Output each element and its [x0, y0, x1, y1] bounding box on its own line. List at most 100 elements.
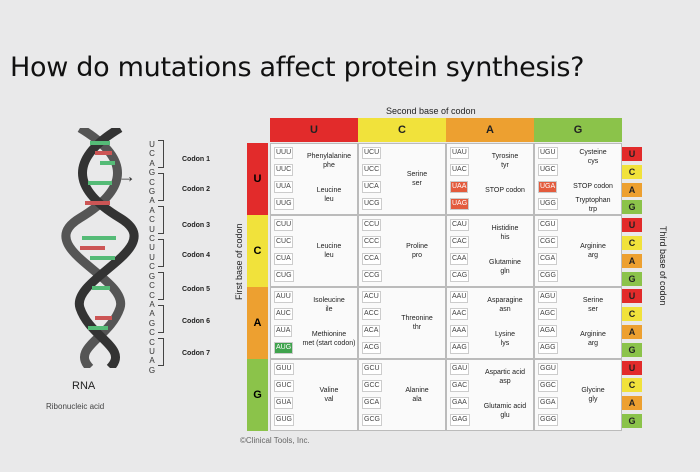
amino-acid-label: Proline pro [389, 242, 445, 260]
rna-base: C [149, 234, 155, 244]
codon-cell: AUU AUC AUA AUG Isoleucine ile Methionine met (… [270, 287, 358, 359]
codon-cell: UAU UAC UAA UAG Tyrosine tyr STOP codon [446, 143, 534, 215]
rna-base: C [149, 149, 155, 159]
codon-triplet: GUA [274, 397, 294, 409]
rna-base: U [149, 252, 155, 262]
amino-acid-abbr: his [500, 234, 510, 241]
codon-triplet: UAU [450, 147, 469, 159]
codon-triplet: GAC [450, 380, 470, 392]
amino-acid-abbr: glu [500, 412, 510, 419]
codon-triplet: UUC [274, 164, 294, 176]
amino-acid-name: STOP codon [573, 183, 613, 190]
codon-label: Codon 5 [182, 286, 210, 293]
codon-triplet: CGC [538, 236, 558, 248]
codon-triplet: GAA [450, 397, 469, 409]
codon-triplet: AUC [274, 308, 293, 320]
codon-cell: CGU CGC CGA CGG Arginine arg [534, 215, 622, 287]
third-base-cell: U [622, 360, 642, 375]
third-base-cell: G [622, 414, 642, 428]
codon-triplet: UUA [274, 181, 293, 193]
codon-triplet: AAU [450, 291, 469, 303]
amino-acid-label: STOP codon [565, 182, 621, 191]
codon-triplet: UUU [274, 147, 294, 159]
codon-triplet: ACG [362, 342, 382, 354]
amino-acid-abbr: asp [499, 378, 511, 385]
codon-triplet: CAA [450, 253, 469, 265]
codon-triplet: CUG [274, 270, 294, 282]
codon-cell: AGU AGC AGA AGG Serine ser Arginine arg [534, 287, 622, 359]
amino-acid-abbr: gly [588, 396, 598, 403]
row-header-g: G [247, 359, 268, 431]
amino-acid-label: Alanine ala [389, 386, 445, 404]
codon-triplet: CAU [450, 219, 469, 231]
amino-acid-abbr: pro [411, 252, 423, 259]
rna-base: C [149, 328, 155, 338]
amino-acid-label: Leucine leu [301, 242, 357, 260]
third-base-cell: G [622, 200, 642, 215]
codon-triplet: UCA [362, 181, 381, 193]
amino-acid-abbr: ser [588, 306, 598, 313]
codon-triplet: UGU [538, 147, 558, 159]
arrow-icon: → [118, 166, 136, 186]
amino-acid-label: Valine val [301, 386, 357, 404]
codon-bracket [158, 338, 164, 366]
rna-base: A [149, 309, 155, 319]
amino-acid-label: Cysteine cys [565, 148, 621, 166]
amino-acid-label: Phenylalanine phe [301, 152, 357, 170]
rna-base: A [149, 299, 155, 309]
codon-triplet: AAG [450, 342, 469, 354]
codon-triplet: GCA [362, 397, 382, 409]
amino-acid-abbr: ser [412, 180, 422, 187]
amino-acid-name: Leucine [316, 243, 342, 250]
rna-base: C [149, 337, 155, 347]
codon-triplet: GCG [362, 414, 382, 426]
codon-bracket [158, 206, 164, 234]
codon-triplet: GUG [274, 414, 294, 426]
rna-full-label: Ribonucleic acid [46, 402, 105, 411]
rna-base: U [149, 224, 155, 234]
amino-acid-name: Histidine [491, 225, 519, 232]
third-base-cell: A [622, 396, 642, 411]
amino-acid-label: Glycine gly [565, 386, 621, 404]
amino-acid-name: Arginine [580, 331, 606, 338]
amino-acid-label: Tryptophan trp [565, 196, 621, 214]
codon-label: Codon 2 [182, 186, 210, 193]
page-title: How do mutations affect protein synthesi… [10, 52, 585, 83]
codon-cell: GUU GUC GUA GUG Valine val [270, 359, 358, 431]
amino-acid-abbr: trp [588, 206, 598, 213]
rna-base: A [149, 205, 155, 215]
row-header-c: C [247, 215, 268, 287]
amino-acid-name: Tryptophan [575, 197, 611, 204]
amino-acid-abbr: asn [499, 306, 511, 313]
codon-triplet: ACU [362, 291, 381, 303]
codon-cell: GAU GAC GAA GAG Aspartic acid asp Glutamic aci… [446, 359, 534, 431]
amino-acid-name: Lysine [495, 331, 515, 338]
rna-base: G [148, 365, 156, 375]
rna-helix-illustration [61, 128, 139, 368]
codon-bracket [158, 239, 164, 267]
codon-triplet: GUU [274, 363, 294, 375]
codon-triplet: AAC [450, 308, 469, 320]
codon-triplet: GUC [274, 380, 294, 392]
codon-triplet: CAG [450, 270, 470, 282]
rna-base: G [148, 168, 156, 178]
codon-triplet: CUA [274, 253, 293, 265]
amino-acid-name: Serine [582, 297, 604, 304]
third-base-cell: C [622, 236, 642, 250]
codon-triplet: CAC [450, 236, 469, 248]
codon-triplet: AGA [538, 325, 557, 337]
rna-label: RNA [72, 380, 96, 392]
amino-acid-abbr: arg [587, 252, 599, 259]
col-header-u: U [270, 118, 358, 142]
amino-acid-abbr: lys [500, 340, 510, 347]
amino-acid-label: Threonine thr [389, 314, 445, 332]
codon-triplet: UAA [450, 181, 469, 193]
amino-acid-name: Aspartic acid [484, 369, 526, 376]
third-base-label: Third base of codon [658, 226, 668, 306]
codon-triplet: UAC [450, 164, 469, 176]
codon-triplet: UGG [538, 198, 558, 210]
codon-triplet: CGG [538, 270, 558, 282]
codon-triplet: UAG [450, 198, 470, 210]
third-base-cell: U [622, 147, 642, 161]
amino-acid-name: Tyrosine [491, 153, 519, 160]
